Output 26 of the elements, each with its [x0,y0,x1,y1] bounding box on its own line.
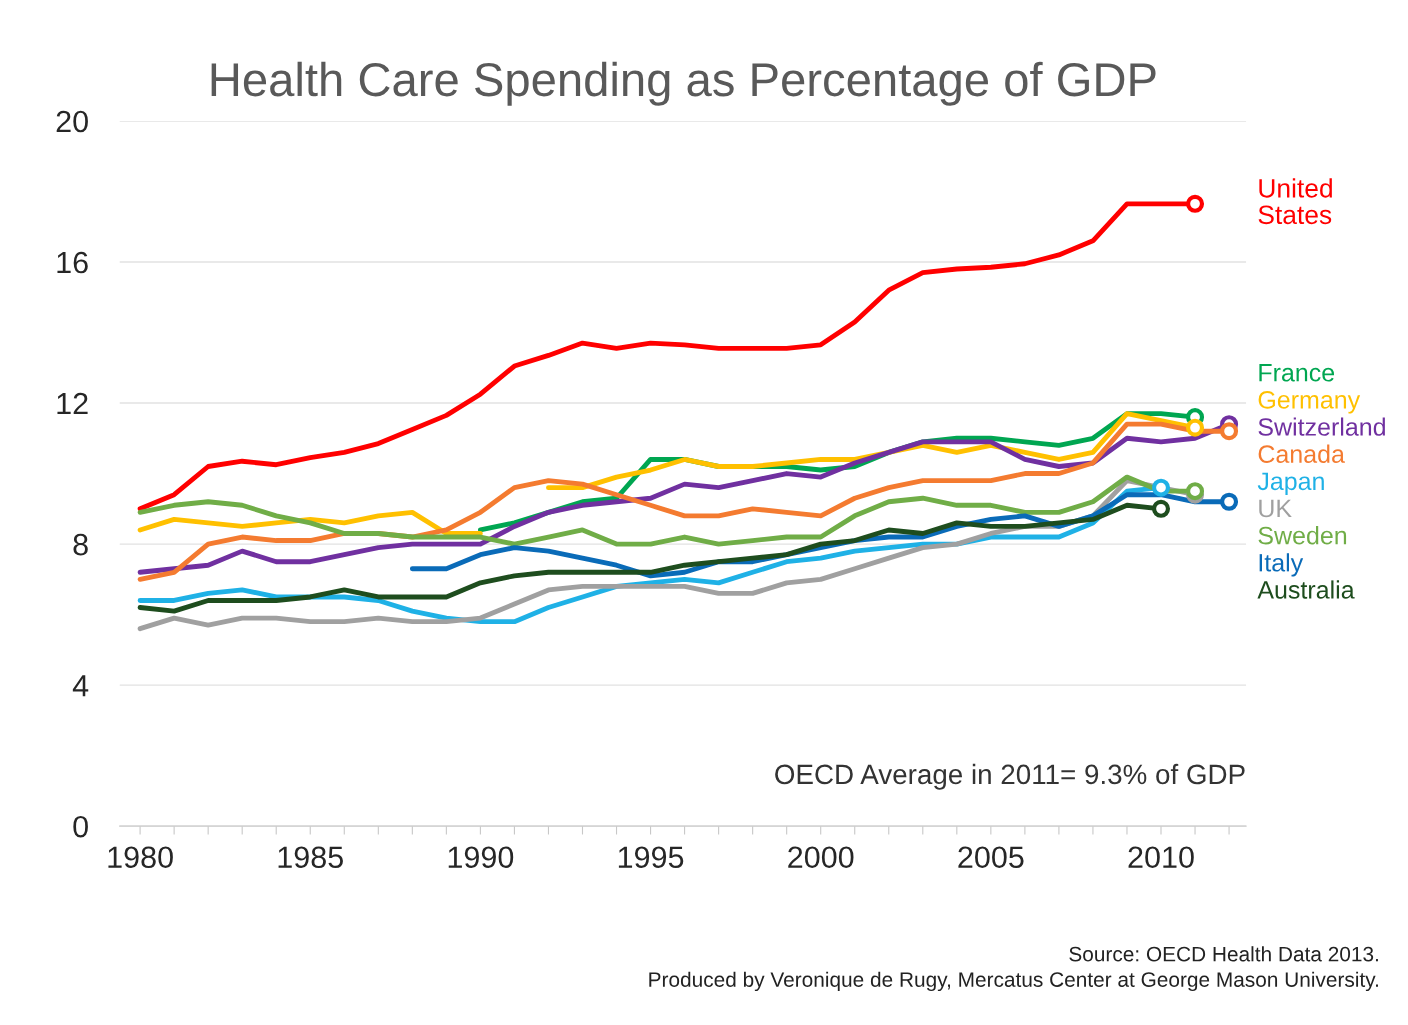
y-tick-label: 12 [57,392,88,415]
x-tick-label: 2010 [1128,846,1194,869]
text: Australia [1257,580,1355,599]
series-label: Canada [1258,444,1345,463]
text: Japan [1257,472,1324,496]
text: United States [1258,178,1332,225]
text: UK [1259,499,1292,518]
text: France [1259,364,1335,382]
text: Italy [1259,553,1304,577]
text: Germany [1258,390,1361,414]
y-tick-label: 4 [72,675,89,697]
x-tick-label: 2000 [788,846,854,869]
annotation: OECD Average in 2011= 9.3% of GDP [775,763,1245,790]
chart-title: Health Care Spending as Percentage of GDP [211,61,1156,106]
y-tick-label: 8 [73,533,88,556]
x-tick-label: 1990 [448,846,514,869]
x-tick-label: 2005 [958,846,1024,869]
x-tick-label: 1995 [618,846,684,869]
y-tick-label: 0 [73,815,88,838]
series-label: Switzerland [1258,417,1385,436]
x-tick-label: 1980 [108,846,173,869]
y-tick-label: 20 [56,110,88,133]
source-note: Source: OECD Health Data 2013. Produced by Veronique de Rugy, Mercatus Center at George Mason University. [649,946,1378,992]
y-tick-label: 16 [57,251,88,274]
x-tick-label: 1985 [278,846,343,869]
text: Sweden [1258,526,1347,545]
